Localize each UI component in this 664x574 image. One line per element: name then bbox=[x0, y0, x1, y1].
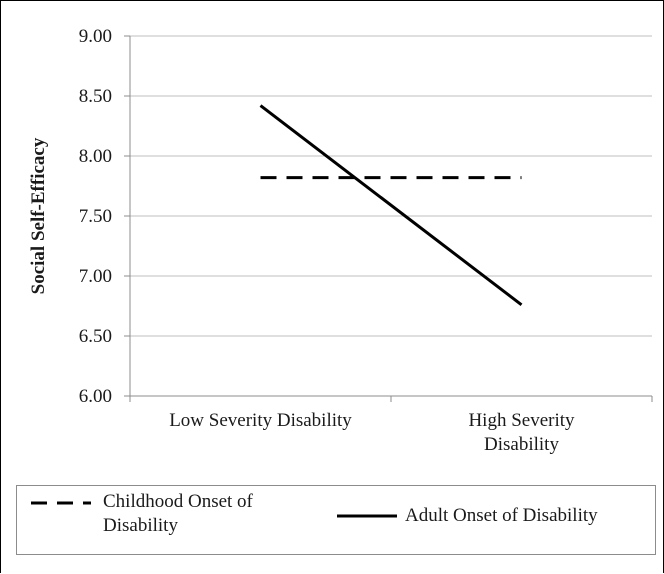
tick-labels: 6.00 6.50 7.00 7.50 8.00 8.50 9.00 Low Severity… bbox=[79, 26, 575, 455]
y-tick-label-8.50: 8.50 bbox=[79, 86, 112, 107]
x-tick-label-line: Low Severity Disability bbox=[169, 410, 352, 431]
legend-label-adult-onset: Adult Onset of Disability bbox=[405, 505, 598, 526]
gridlines bbox=[130, 35, 652, 337]
axes bbox=[124, 35, 653, 402]
y-tick-label-6.50: 6.50 bbox=[79, 326, 112, 347]
series-line-adult-onset-of-disability bbox=[259, 104, 523, 306]
series-lines bbox=[259, 104, 523, 306]
legend-label-childhood-onset-line-1: Childhood Onset of bbox=[103, 491, 253, 512]
y-tick-label-7.00: 7.00 bbox=[79, 266, 112, 287]
y-axis-title: Social Self-Efficacy bbox=[28, 137, 49, 294]
x-tick-label-line: High Severity bbox=[468, 410, 575, 431]
legend-swatch-childhood-onset bbox=[31, 501, 91, 505]
x-tick-label-high-severity-disability: High Severity Disability bbox=[468, 410, 575, 455]
x-tick-label-low-severity-disability: Low Severity Disability bbox=[169, 410, 352, 431]
legend: Childhood Onset of Disability Adult Onse… bbox=[16, 485, 656, 555]
line-chart: 6.00 6.50 7.00 7.50 8.00 8.50 9.00 Low Severity… bbox=[28, 26, 653, 455]
y-tick-label-9.00: 9.00 bbox=[79, 26, 112, 47]
legend-swatch-adult-onset bbox=[337, 514, 397, 518]
legend-label-childhood-onset-line-2: Disability bbox=[103, 515, 178, 536]
y-tick-label-8.00: 8.00 bbox=[79, 146, 112, 167]
y-tick-label-7.50: 7.50 bbox=[79, 206, 112, 227]
y-tick-label-6.00: 6.00 bbox=[79, 386, 112, 407]
x-tick-label-line: Disability bbox=[484, 434, 559, 455]
legend-label-childhood-onset: Childhood Onset of Disability bbox=[103, 490, 253, 538]
